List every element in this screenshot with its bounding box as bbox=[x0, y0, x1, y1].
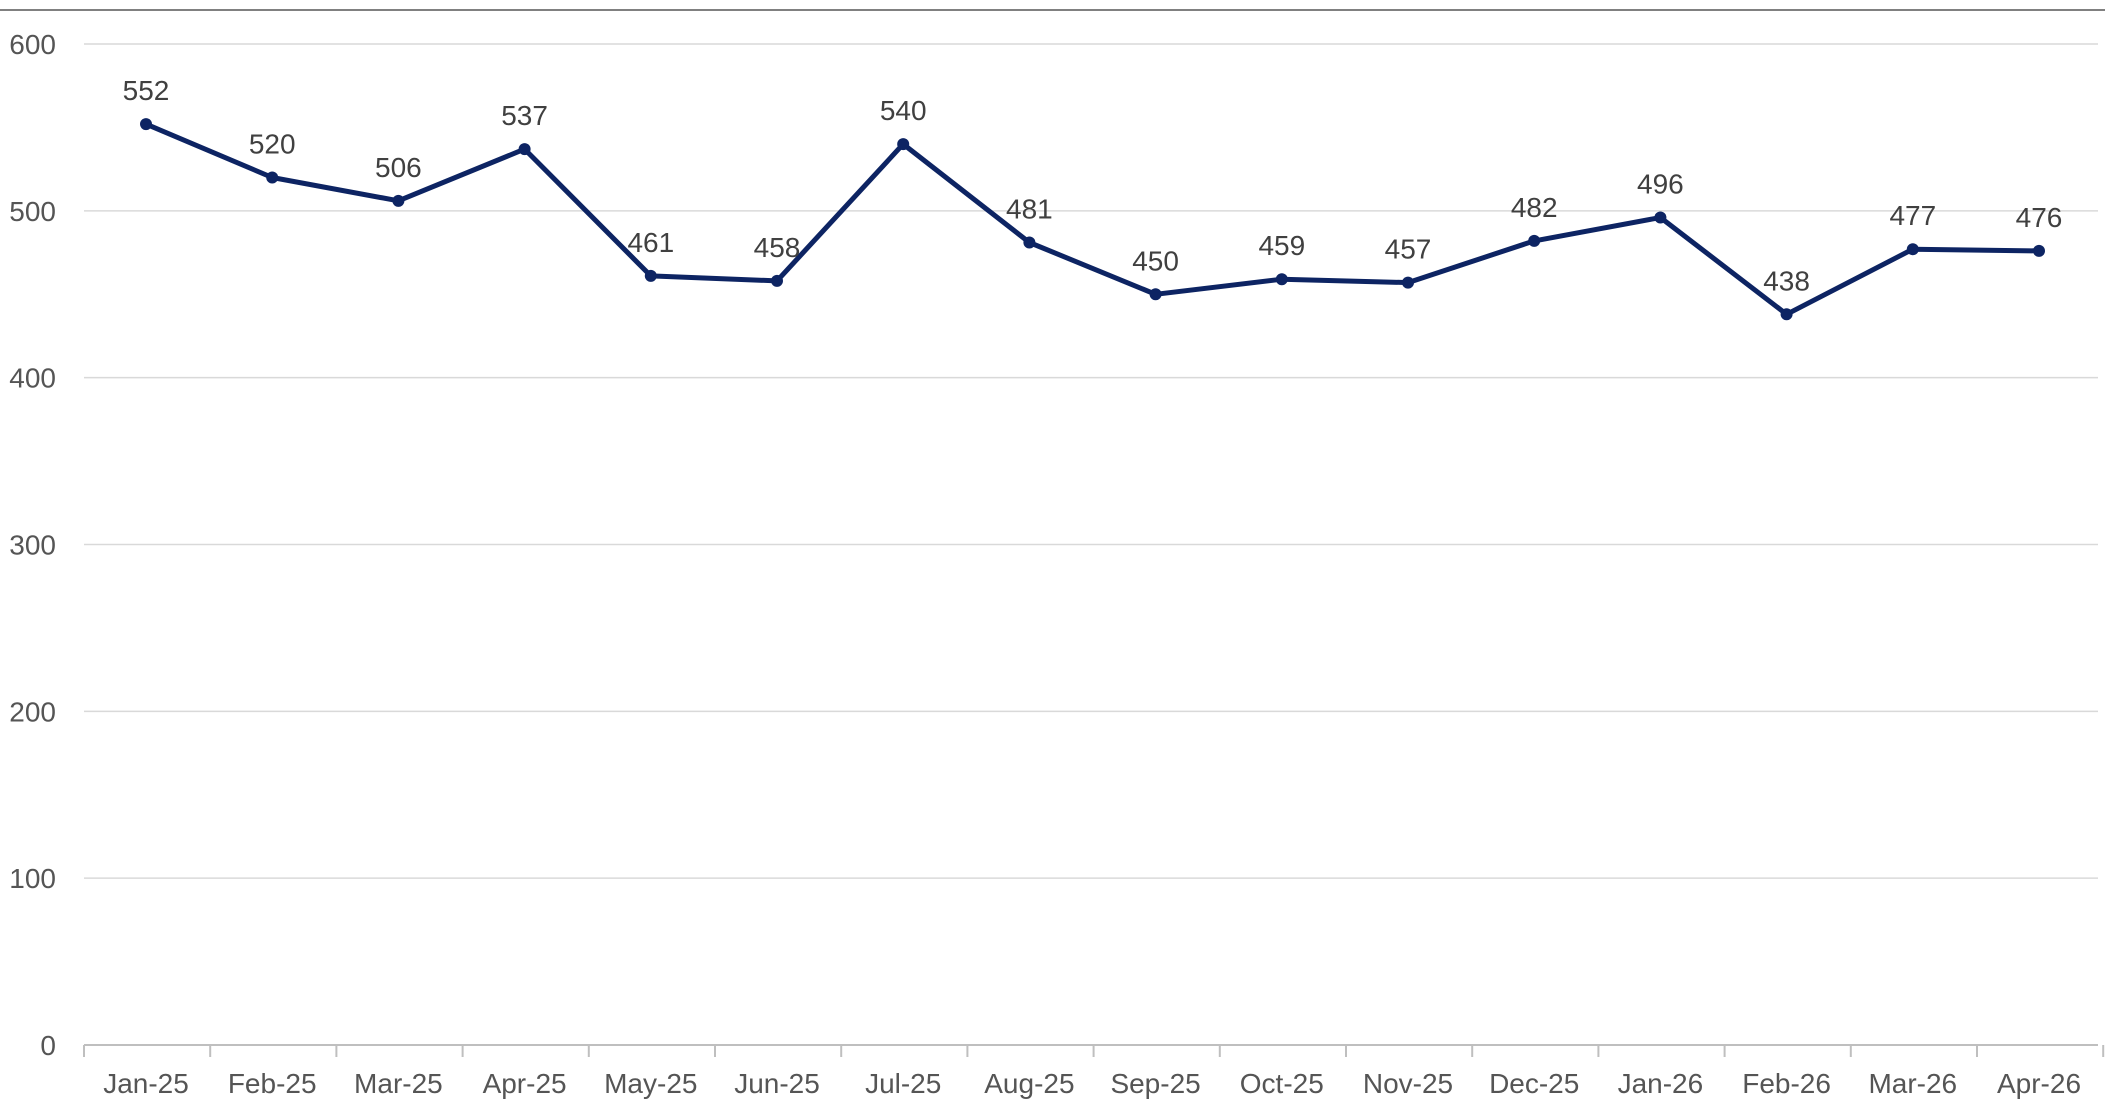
x-tick-label: Nov-25 bbox=[1363, 1068, 1453, 1099]
x-tick-label: Jun-25 bbox=[734, 1068, 820, 1099]
x-tick-label: Feb-25 bbox=[228, 1068, 317, 1099]
data-label: 552 bbox=[123, 75, 170, 106]
x-tick-label: Oct-25 bbox=[1240, 1068, 1324, 1099]
data-point bbox=[1149, 288, 1162, 301]
data-point bbox=[1402, 276, 1414, 289]
y-tick-label: 0 bbox=[40, 1030, 56, 1061]
data-point bbox=[1275, 273, 1288, 286]
series-line-group bbox=[143, 121, 2042, 317]
series-line bbox=[143, 121, 2042, 317]
data-point bbox=[392, 194, 405, 207]
data-point bbox=[1654, 211, 1667, 224]
data-label: 461 bbox=[627, 227, 674, 258]
x-tick-label: May-25 bbox=[604, 1068, 697, 1099]
x-tick-label: Apr-26 bbox=[1997, 1068, 2081, 1099]
data-label: 476 bbox=[2016, 202, 2063, 233]
x-tick-label: Jan-26 bbox=[1618, 1068, 1704, 1099]
x-tick-label: Mar-26 bbox=[1868, 1068, 1957, 1099]
x-tick-label: Feb-26 bbox=[1742, 1068, 1831, 1099]
data-point bbox=[140, 118, 152, 131]
gridlines bbox=[84, 43, 2098, 879]
y-tick-label: 500 bbox=[9, 196, 56, 227]
data-point bbox=[1023, 236, 1036, 249]
x-tick-label: Jul-25 bbox=[865, 1068, 941, 1099]
x-tick-label: Jan-25 bbox=[103, 1068, 189, 1099]
x-tick-label: Aug-25 bbox=[984, 1068, 1074, 1099]
data-label: 450 bbox=[1132, 245, 1179, 276]
x-tick-label: Dec-25 bbox=[1489, 1068, 1579, 1099]
y-axis-ticks: 0 100 200 300 400 500 600 bbox=[9, 29, 56, 1061]
x-tick-label: Mar-25 bbox=[354, 1068, 443, 1099]
data-label: 540 bbox=[880, 95, 927, 126]
data-label: 438 bbox=[1763, 265, 1810, 296]
x-tick-label: Apr-25 bbox=[483, 1068, 567, 1099]
data-point bbox=[771, 274, 783, 287]
data-point bbox=[897, 138, 910, 151]
y-tick-label: 600 bbox=[9, 29, 56, 60]
data-point bbox=[1906, 243, 1919, 256]
data-label: 520 bbox=[249, 128, 296, 159]
data-point bbox=[1528, 234, 1541, 247]
y-tick-label: 400 bbox=[9, 363, 56, 394]
x-tick-label: Sep-25 bbox=[1110, 1068, 1200, 1099]
y-tick-label: 200 bbox=[9, 696, 56, 727]
data-label: 537 bbox=[501, 100, 548, 131]
data-label: 496 bbox=[1637, 169, 1684, 200]
data-label: 458 bbox=[754, 232, 801, 263]
data-point bbox=[266, 171, 279, 184]
data-label: 459 bbox=[1258, 230, 1305, 261]
data-label: 482 bbox=[1511, 192, 1558, 223]
data-labels: 552 520 506 537 461 458 540 481 450 459 457 482 496 4… bbox=[123, 75, 2063, 296]
data-label: 477 bbox=[1889, 200, 1936, 231]
data-point bbox=[1780, 308, 1793, 321]
data-point bbox=[518, 143, 531, 156]
data-label: 457 bbox=[1385, 234, 1432, 265]
y-tick-label: 300 bbox=[9, 530, 56, 561]
y-tick-label: 100 bbox=[9, 863, 56, 894]
data-point bbox=[644, 269, 657, 282]
data-label: 481 bbox=[1006, 194, 1053, 225]
data-point bbox=[2033, 244, 2045, 257]
x-axis: Jan-25 Feb-25 Mar-25 Apr-25 May-25 Jun-25 Jul-… bbox=[83, 1044, 2105, 1099]
data-label: 506 bbox=[375, 152, 422, 183]
data-points bbox=[140, 118, 2045, 321]
